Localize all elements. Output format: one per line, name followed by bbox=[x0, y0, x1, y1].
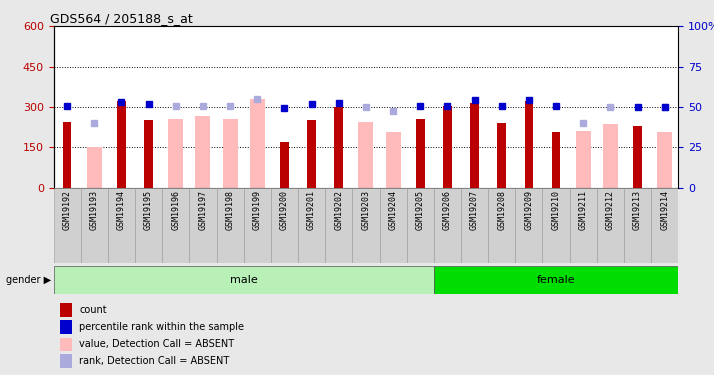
Bar bbox=[498, 123, 506, 188]
Text: GSM19194: GSM19194 bbox=[117, 190, 126, 230]
Bar bbox=[471, 103, 479, 188]
Bar bbox=[60, 320, 71, 334]
Bar bbox=[144, 120, 153, 188]
Bar bbox=[60, 338, 71, 351]
Text: GSM19203: GSM19203 bbox=[361, 190, 371, 230]
Bar bbox=[603, 124, 618, 188]
Bar bbox=[108, 188, 135, 262]
Text: GSM19204: GSM19204 bbox=[388, 190, 398, 230]
Bar bbox=[307, 120, 316, 188]
Text: GSM19201: GSM19201 bbox=[307, 190, 316, 230]
Text: GSM19213: GSM19213 bbox=[633, 190, 642, 230]
Bar bbox=[81, 188, 108, 262]
Bar bbox=[575, 131, 590, 188]
Bar bbox=[135, 188, 162, 262]
Bar bbox=[352, 188, 380, 262]
Bar bbox=[516, 188, 543, 262]
Text: GSM19214: GSM19214 bbox=[660, 190, 669, 230]
Text: GSM19193: GSM19193 bbox=[90, 190, 99, 230]
Text: gender ▶: gender ▶ bbox=[6, 275, 51, 285]
Bar bbox=[658, 132, 672, 188]
Text: GSM19205: GSM19205 bbox=[416, 190, 425, 230]
Bar bbox=[280, 142, 288, 188]
Bar bbox=[243, 188, 271, 262]
Bar bbox=[117, 102, 126, 188]
Text: GSM19208: GSM19208 bbox=[497, 190, 506, 230]
Bar bbox=[189, 188, 216, 262]
Bar bbox=[54, 266, 434, 294]
Text: GSM19198: GSM19198 bbox=[226, 190, 235, 230]
Bar bbox=[380, 188, 407, 262]
Text: GSM19199: GSM19199 bbox=[253, 190, 262, 230]
Bar bbox=[543, 188, 570, 262]
Bar bbox=[223, 119, 238, 188]
Text: GSM19212: GSM19212 bbox=[606, 190, 615, 230]
Text: male: male bbox=[230, 275, 258, 285]
Bar bbox=[60, 354, 71, 368]
Bar bbox=[87, 147, 102, 188]
Text: GSM19192: GSM19192 bbox=[63, 190, 71, 230]
Bar bbox=[570, 188, 597, 262]
Text: GDS564 / 205188_s_at: GDS564 / 205188_s_at bbox=[51, 12, 193, 25]
Bar bbox=[443, 105, 452, 188]
Bar bbox=[407, 188, 434, 262]
Bar bbox=[334, 107, 343, 188]
Text: GSM19207: GSM19207 bbox=[470, 190, 479, 230]
Bar bbox=[434, 188, 461, 262]
Bar bbox=[624, 188, 651, 262]
Bar bbox=[162, 188, 189, 262]
Bar bbox=[196, 116, 211, 188]
Text: percentile rank within the sample: percentile rank within the sample bbox=[79, 322, 244, 332]
Text: GSM19197: GSM19197 bbox=[198, 190, 208, 230]
Bar bbox=[325, 188, 352, 262]
Text: GSM19209: GSM19209 bbox=[524, 190, 533, 230]
Bar bbox=[525, 102, 533, 188]
Bar bbox=[271, 188, 298, 262]
Bar bbox=[60, 303, 71, 316]
Text: value, Detection Call = ABSENT: value, Detection Call = ABSENT bbox=[79, 339, 234, 349]
Bar bbox=[633, 126, 642, 188]
Bar bbox=[651, 188, 678, 262]
Bar bbox=[597, 188, 624, 262]
Bar bbox=[169, 119, 183, 188]
Text: GSM19196: GSM19196 bbox=[171, 190, 180, 230]
Bar bbox=[216, 188, 243, 262]
Bar bbox=[358, 122, 373, 188]
Bar bbox=[416, 119, 425, 188]
Text: rank, Detection Call = ABSENT: rank, Detection Call = ABSENT bbox=[79, 356, 229, 366]
Bar bbox=[250, 99, 265, 188]
Bar bbox=[552, 132, 560, 188]
Text: GSM19211: GSM19211 bbox=[579, 190, 588, 230]
Text: GSM19206: GSM19206 bbox=[443, 190, 452, 230]
Bar bbox=[434, 266, 678, 294]
Bar bbox=[298, 188, 325, 262]
Text: GSM19210: GSM19210 bbox=[552, 190, 560, 230]
Text: female: female bbox=[537, 275, 575, 285]
Text: GSM19202: GSM19202 bbox=[334, 190, 343, 230]
Text: GSM19200: GSM19200 bbox=[280, 190, 289, 230]
Bar bbox=[461, 188, 488, 262]
Bar bbox=[63, 122, 71, 188]
Bar bbox=[488, 188, 516, 262]
Text: count: count bbox=[79, 305, 107, 315]
Text: GSM19195: GSM19195 bbox=[144, 190, 153, 230]
Bar bbox=[386, 132, 401, 188]
Bar bbox=[54, 188, 81, 262]
